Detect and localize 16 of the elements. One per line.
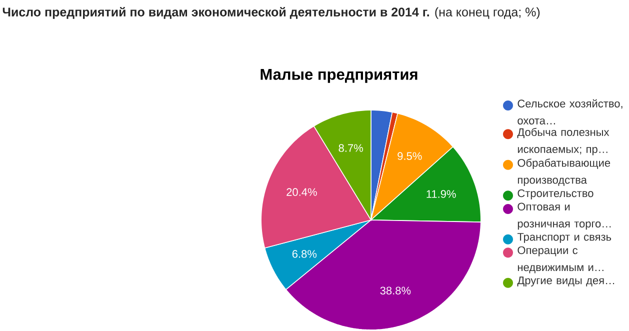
legend-label: Строительство [518,189,594,200]
legend-label: Оптовая и розничная торго… [518,202,611,230]
legend-label: Сельское хозяйство, охота… [518,99,622,124]
legend-label: Обрабатывающие производства [518,158,610,186]
data-label: 8.7% [338,144,363,152]
legend-label: Другие виды дея… [517,276,614,286]
data-label: 6.8% [292,250,317,258]
data-label: 11.9% [426,190,456,198]
legend-label: Добыча полезных ископаемых; пр… [517,128,610,156]
chart-title: Число предприятий по видам экономической деятельности в 2014 г. (на конец года; %) [2,7,540,19]
legend-label: Операции с недвижимым и… [518,246,604,274]
legend-label: Транспорт и связь [517,233,612,243]
chart-subtitle: Малые предприятия [260,69,418,83]
data-label: 9.5% [398,152,422,160]
data-label: 38.8% [380,286,411,295]
data-label: 20.4% [286,188,317,196]
